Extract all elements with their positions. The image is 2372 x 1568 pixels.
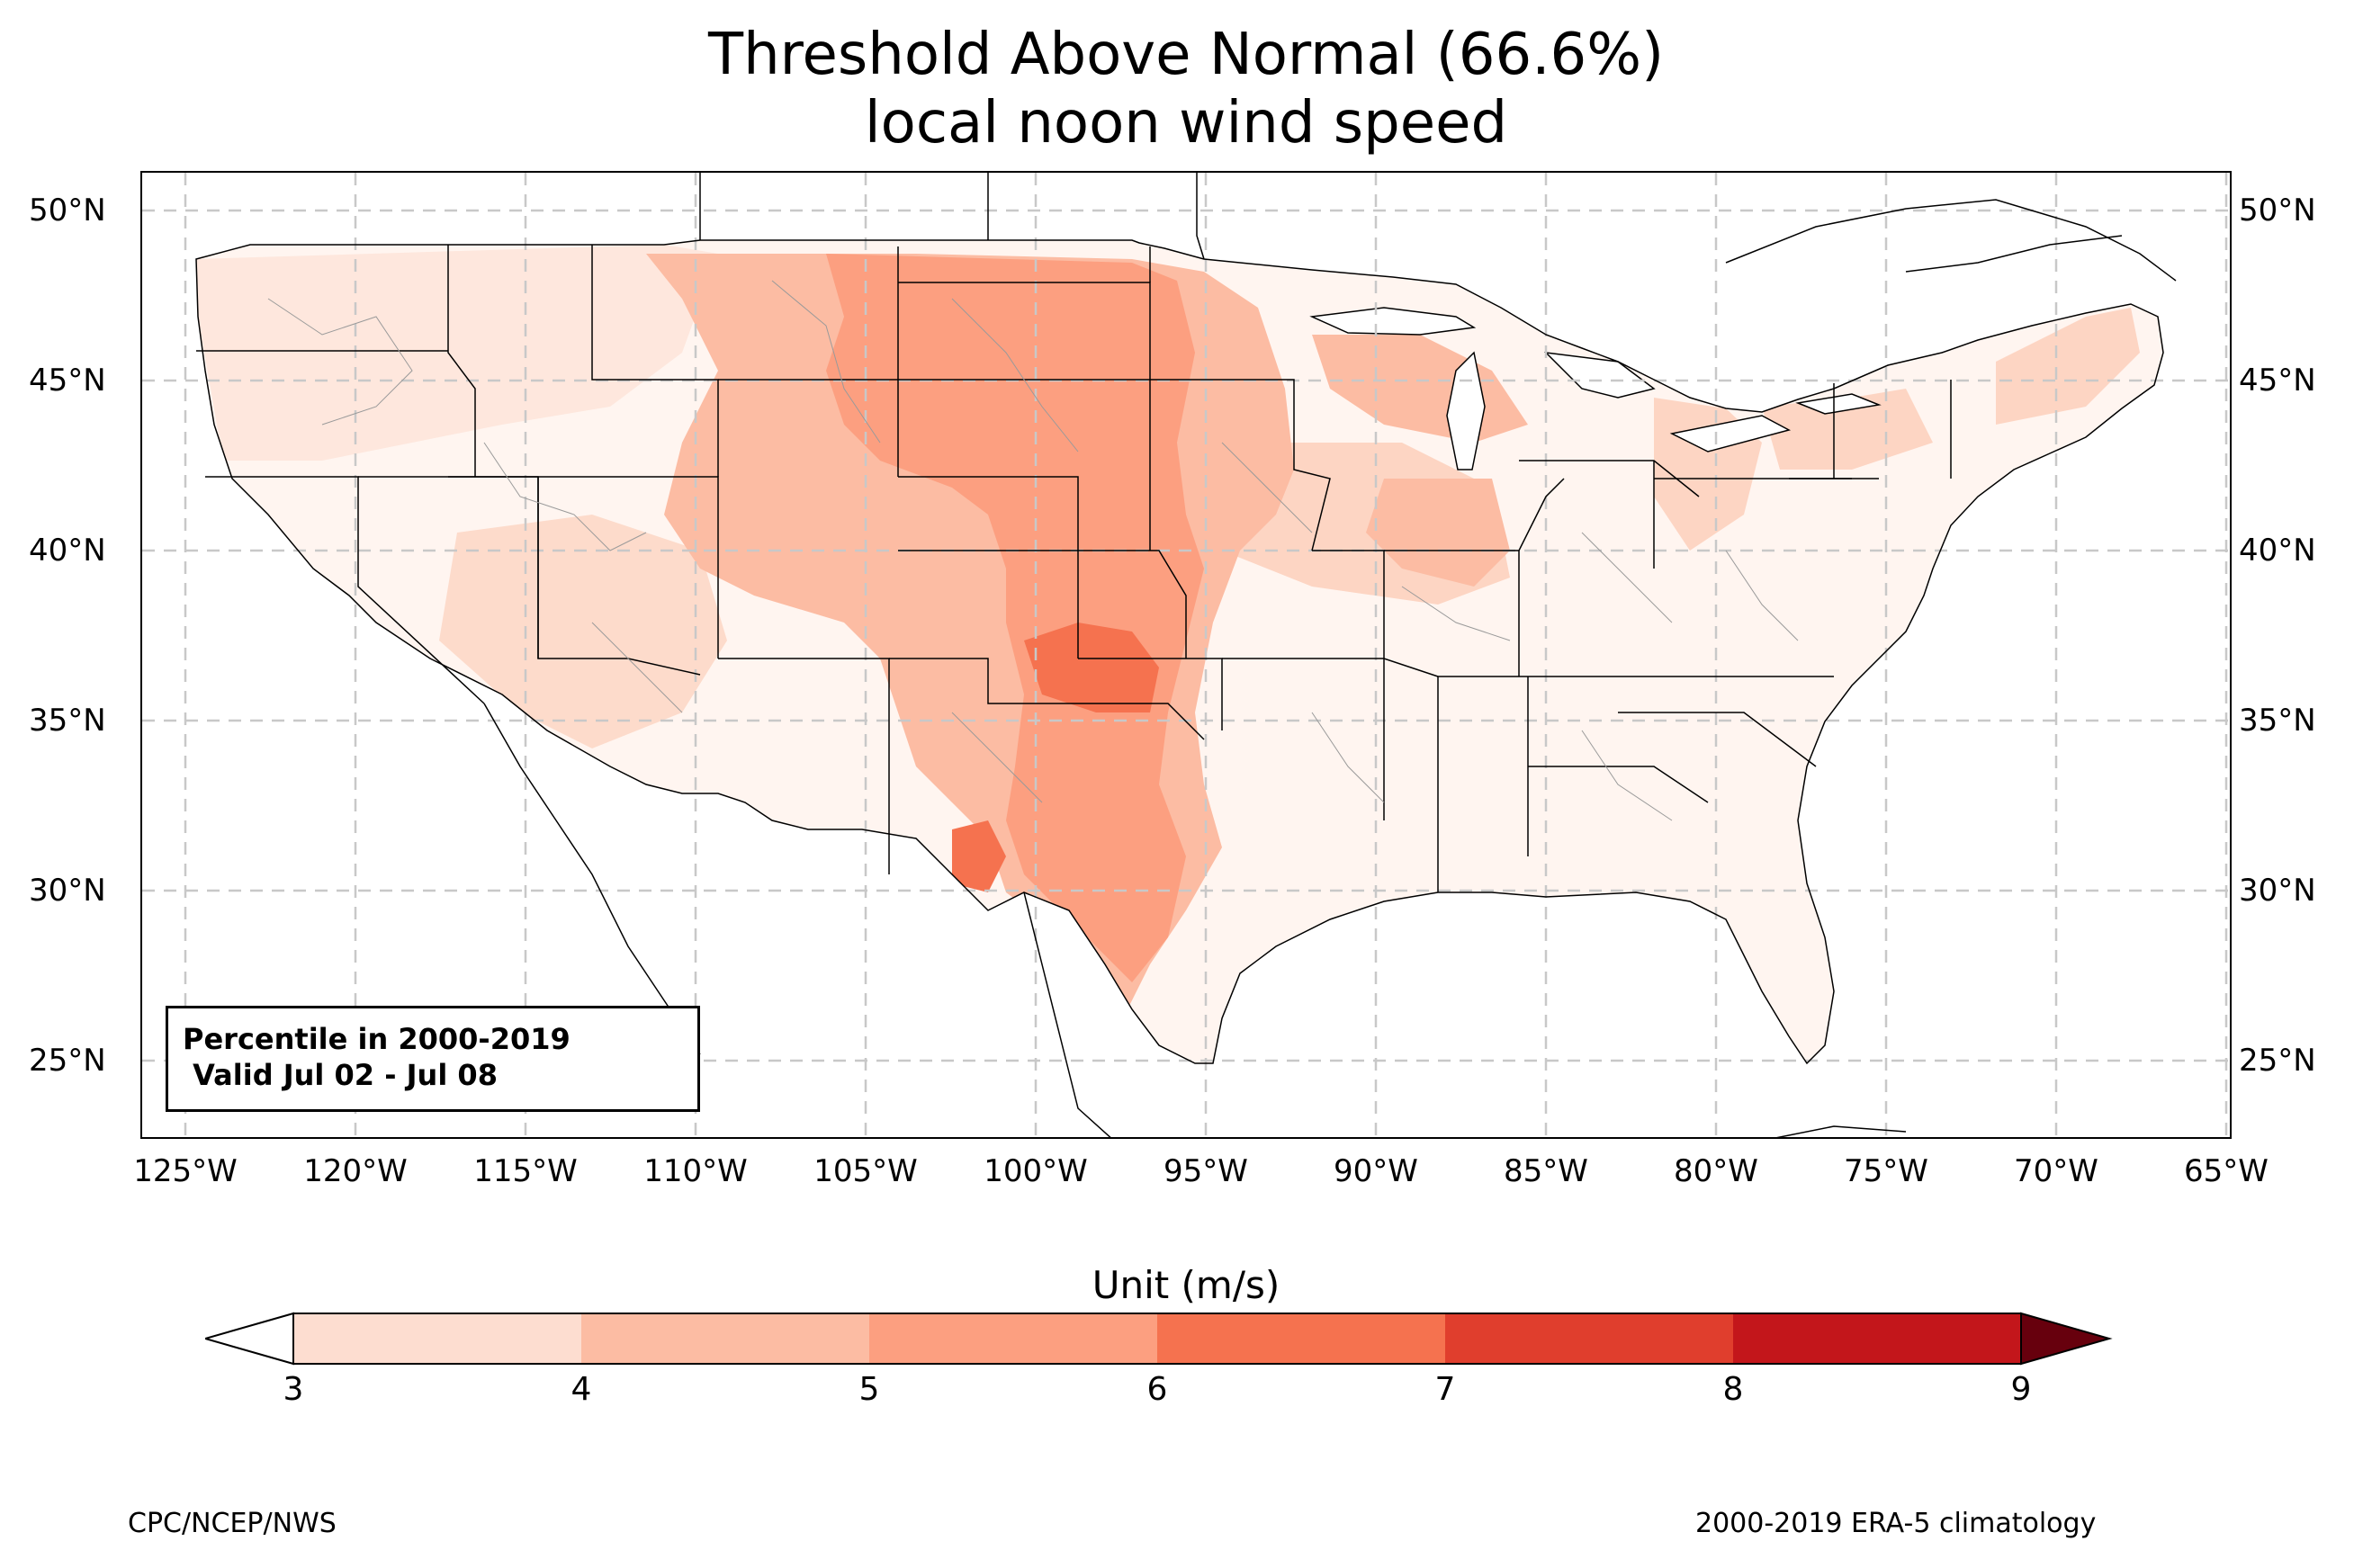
colorbar-segment	[869, 1313, 1158, 1364]
lat-tick-right: 45°N	[2239, 363, 2316, 399]
percentile-label: Percentile in 2000-2019	[183, 1022, 571, 1056]
colorbar-under-arrow	[205, 1312, 294, 1366]
lon-tick: 125°W	[133, 1153, 238, 1189]
contour-3-4	[1762, 389, 1933, 470]
colorbar-outline	[292, 1313, 2022, 1365]
colorbar-tick: 3	[283, 1371, 304, 1408]
contour-6-7	[1024, 623, 1159, 712]
lon-tick: 100°W	[984, 1153, 1088, 1189]
lat-tick-right: 50°N	[2239, 193, 2316, 228]
lat-tick-left: 25°N	[29, 1043, 106, 1079]
footer-climatology: 2000-2019 ERA-5 climatology	[1695, 1508, 2097, 1539]
lon-tick: 115°W	[473, 1153, 578, 1189]
colorbar-segment	[293, 1313, 582, 1364]
lon-tick: 75°W	[1844, 1153, 1928, 1189]
usa-map	[142, 173, 2230, 1137]
validity-info-box: Percentile in 2000-2019 Valid Jul 02 - J…	[166, 1006, 700, 1112]
map-panel	[140, 171, 2232, 1139]
lat-tick-left: 50°N	[29, 193, 106, 228]
gridlines	[142, 173, 2230, 1137]
colorbar-segment	[1445, 1313, 1734, 1364]
lat-tick-left: 30°N	[29, 873, 106, 909]
contour-5-6	[826, 254, 1204, 982]
great-lakes	[1309, 307, 1882, 470]
colorbar-over-arrow	[2020, 1312, 2113, 1366]
colorbar-title: Unit (m/s)	[1092, 1263, 1280, 1307]
contour-3-4	[196, 245, 718, 461]
lon-tick: 95°W	[1164, 1153, 1248, 1189]
lat-tick-right: 40°N	[2239, 533, 2316, 569]
colorbar-tick: 9	[2010, 1371, 2032, 1408]
lon-tick: 110°W	[643, 1153, 748, 1189]
lon-tick: 105°W	[813, 1153, 918, 1189]
valid-dates-label: Valid Jul 02 - Jul 08	[183, 1058, 498, 1092]
lat-tick-right: 30°N	[2239, 873, 2316, 909]
lon-tick: 120°W	[303, 1153, 408, 1189]
wind-speed-contours	[196, 245, 2140, 1018]
lon-tick: 80°W	[1674, 1153, 1758, 1189]
contour-6-7	[1065, 964, 1101, 1009]
colorbar-segment	[1157, 1313, 1446, 1364]
lon-tick: 70°W	[2014, 1153, 2098, 1189]
contour-3-4	[439, 515, 727, 748]
colorbar-tick: 4	[571, 1371, 592, 1408]
contour-6-7	[952, 820, 1006, 892]
colorbar-tick: 6	[1146, 1371, 1168, 1408]
colorbar	[205, 1312, 2113, 1366]
contour-4-5	[1366, 479, 1510, 587]
state-borders	[195, 239, 2164, 1065]
colorbar-segment	[581, 1313, 870, 1364]
lon-tick: 65°W	[2184, 1153, 2269, 1189]
neighbor-coastlines	[483, 173, 2177, 1137]
lat-tick-right: 35°N	[2239, 703, 2316, 739]
county-lines	[267, 280, 1799, 821]
colorbar-segment	[1733, 1313, 2022, 1364]
footer-credit: CPC/NCEP/NWS	[128, 1508, 337, 1539]
colorbar-tick: 8	[1722, 1371, 1744, 1408]
colorbar-tick: 5	[858, 1371, 880, 1408]
colorbar-segments	[293, 1313, 2022, 1364]
lat-tick-left: 40°N	[29, 533, 106, 569]
lon-tick: 85°W	[1504, 1153, 1588, 1189]
lat-tick-left: 45°N	[29, 363, 106, 399]
lat-tick-right: 25°N	[2239, 1043, 2316, 1079]
lon-tick: 90°W	[1334, 1153, 1418, 1189]
colorbar-tick: 7	[1434, 1371, 1456, 1408]
map-subtitle: local noon wind speed	[864, 90, 1508, 157]
map-title: Threshold Above Normal (66.6%)	[707, 22, 1665, 88]
lat-tick-left: 35°N	[29, 703, 106, 739]
contour-3-4	[1996, 308, 2140, 425]
